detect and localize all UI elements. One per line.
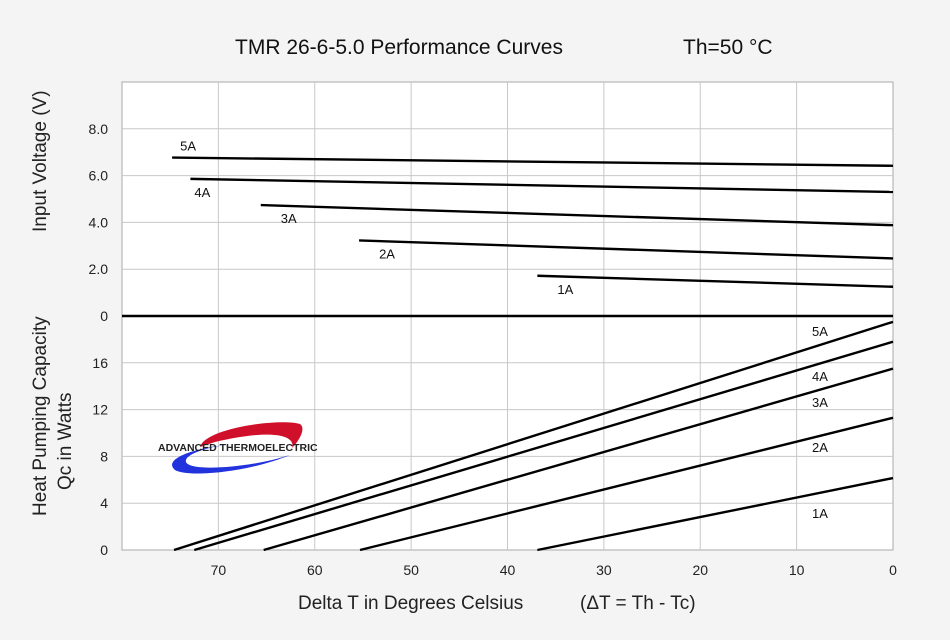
series-label-heat: 1A bbox=[812, 506, 828, 521]
series-label-heat: 4A bbox=[812, 369, 828, 384]
series-label-voltage: 1A bbox=[557, 282, 573, 297]
x-axis-label: Delta T in Degrees Celsius bbox=[298, 593, 523, 614]
y-tick-label: 16 bbox=[92, 355, 108, 371]
x-tick-label: 60 bbox=[307, 562, 323, 578]
logo-text: ADVANCED THERMOELECTRIC bbox=[158, 442, 318, 454]
series-line-heat-pumping-3A bbox=[263, 367, 894, 552]
logo: ADVANCED THERMOELECTRIC bbox=[158, 422, 318, 474]
x-tick-label: 50 bbox=[403, 562, 419, 578]
y-tick-label: 0 bbox=[100, 308, 108, 324]
series-line-heat-pumping-4A bbox=[193, 340, 894, 552]
series-label-voltage: 3A bbox=[281, 211, 297, 226]
y-tick-label: 8.0 bbox=[89, 121, 109, 137]
x-tick-label: 30 bbox=[596, 562, 612, 578]
y-axis-label-heat: Heat Pumping Capacity bbox=[30, 316, 51, 516]
y-tick-label: 6.0 bbox=[89, 168, 109, 184]
series-line-voltage-4A bbox=[190, 177, 894, 194]
series-line-heat-pumping-1A bbox=[537, 476, 894, 552]
y-axis-label-heat-units: Qc in Watts bbox=[55, 393, 76, 490]
series-line-voltage-1A bbox=[537, 274, 894, 288]
x-tick-label: 40 bbox=[500, 562, 516, 578]
series-label-heat: 5A bbox=[812, 324, 828, 339]
x-axis-label-note: (ΔT = Th - Tc) bbox=[580, 593, 696, 614]
chart-title: TMR 26-6-5.0 Performance Curves bbox=[235, 36, 563, 59]
series-line-heat-pumping-2A bbox=[359, 416, 894, 552]
x-tick-label: 20 bbox=[692, 562, 708, 578]
series-line-voltage-3A bbox=[260, 203, 894, 227]
series: 5A 4A 3A 2A 1A 5A 4A 3A 2A 1A bbox=[172, 139, 894, 552]
x-tick-label: 10 bbox=[789, 562, 805, 578]
y-tick-label: 2.0 bbox=[89, 261, 109, 277]
series-label-heat: 3A bbox=[812, 395, 828, 410]
y-tick-label: 8 bbox=[100, 448, 108, 464]
y-tick-label: 4 bbox=[100, 495, 108, 511]
series-label-heat: 2A bbox=[812, 440, 828, 455]
x-tick-label: 70 bbox=[211, 562, 227, 578]
series-label-voltage: 4A bbox=[194, 185, 210, 200]
ticks: 70 60 50 40 30 20 10 0 0 2.0 4.0 6.0 8.0 0 4 8 12 16 bbox=[89, 121, 898, 578]
chart-subtitle: Th=50 °C bbox=[683, 36, 773, 59]
x-tick-label: 0 bbox=[889, 562, 897, 578]
y-axis-label-voltage: Input Voltage (V) bbox=[30, 90, 51, 232]
series-line-voltage-5A bbox=[172, 156, 894, 167]
series-line-heat-pumping-5A bbox=[173, 320, 894, 552]
y-tick-label: 4.0 bbox=[89, 214, 109, 230]
y-tick-label: 12 bbox=[92, 402, 108, 418]
logo-swoosh-red bbox=[200, 422, 303, 448]
logo-swoosh-blue bbox=[172, 444, 290, 474]
series-label-voltage: 5A bbox=[180, 139, 196, 154]
series-line-voltage-2A bbox=[359, 239, 894, 260]
series-label-voltage: 2A bbox=[379, 246, 395, 261]
y-tick-label: 0 bbox=[100, 542, 108, 558]
